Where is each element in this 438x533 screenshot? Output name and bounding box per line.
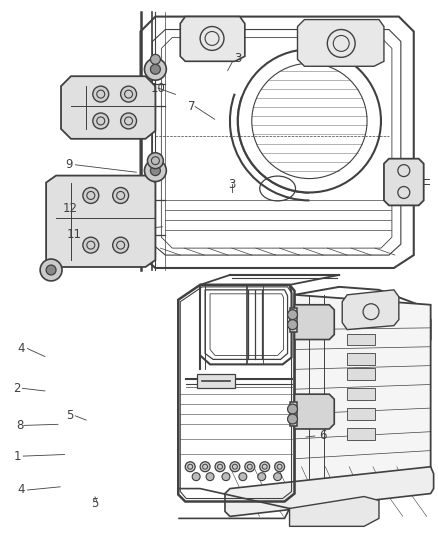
- Circle shape: [222, 473, 230, 481]
- Polygon shape: [180, 17, 245, 61]
- Text: 3: 3: [228, 178, 236, 191]
- Polygon shape: [294, 295, 431, 497]
- Circle shape: [145, 58, 166, 80]
- Circle shape: [93, 86, 109, 102]
- Text: 2: 2: [14, 382, 21, 395]
- Text: 8: 8: [16, 419, 23, 432]
- Bar: [347, 334, 375, 345]
- Circle shape: [200, 462, 210, 472]
- Text: 10: 10: [151, 82, 166, 94]
- Text: 1: 1: [14, 450, 21, 463]
- Text: 5: 5: [66, 409, 73, 422]
- Bar: [347, 408, 375, 420]
- Text: 7: 7: [187, 100, 195, 113]
- Circle shape: [275, 462, 285, 472]
- Circle shape: [40, 259, 62, 281]
- Text: 4: 4: [18, 342, 25, 355]
- Circle shape: [192, 473, 200, 481]
- Bar: [347, 368, 375, 380]
- Circle shape: [150, 54, 160, 64]
- Circle shape: [83, 188, 99, 204]
- Circle shape: [145, 160, 166, 182]
- Circle shape: [274, 473, 282, 481]
- Bar: [347, 353, 375, 365]
- Polygon shape: [46, 175, 155, 267]
- Polygon shape: [384, 159, 424, 205]
- Circle shape: [150, 166, 160, 175]
- Bar: [347, 428, 375, 440]
- Circle shape: [206, 473, 214, 481]
- Text: 3: 3: [234, 52, 242, 65]
- Text: 6: 6: [319, 430, 327, 442]
- Text: 4: 4: [18, 483, 25, 497]
- Circle shape: [113, 237, 129, 253]
- Circle shape: [288, 404, 297, 414]
- Polygon shape: [294, 394, 334, 429]
- Polygon shape: [290, 402, 297, 426]
- Bar: [197, 374, 235, 388]
- Polygon shape: [290, 497, 379, 527]
- Circle shape: [230, 462, 240, 472]
- Circle shape: [288, 310, 297, 320]
- Polygon shape: [294, 305, 334, 340]
- Text: 9: 9: [66, 158, 73, 171]
- Circle shape: [215, 462, 225, 472]
- Polygon shape: [225, 467, 434, 516]
- Text: 5: 5: [91, 497, 99, 510]
- Text: 12: 12: [63, 202, 78, 215]
- Circle shape: [245, 462, 255, 472]
- Circle shape: [239, 473, 247, 481]
- Circle shape: [288, 414, 297, 424]
- Polygon shape: [61, 76, 155, 139]
- Circle shape: [150, 64, 160, 74]
- Circle shape: [113, 188, 129, 204]
- Polygon shape: [290, 308, 297, 332]
- Circle shape: [120, 113, 137, 129]
- Bar: [347, 388, 375, 400]
- Circle shape: [83, 237, 99, 253]
- Circle shape: [148, 153, 163, 168]
- Polygon shape: [297, 20, 384, 66]
- Circle shape: [46, 265, 56, 275]
- Circle shape: [120, 86, 137, 102]
- Circle shape: [260, 462, 270, 472]
- Circle shape: [288, 320, 297, 329]
- Polygon shape: [342, 290, 399, 329]
- Circle shape: [258, 473, 266, 481]
- Text: 11: 11: [67, 228, 82, 241]
- Circle shape: [185, 462, 195, 472]
- Circle shape: [93, 113, 109, 129]
